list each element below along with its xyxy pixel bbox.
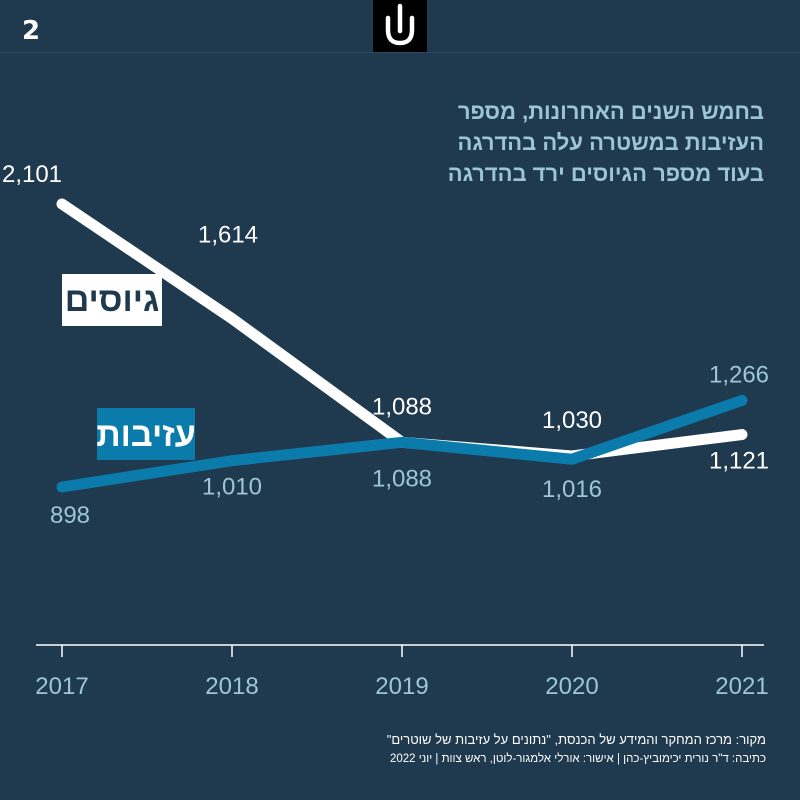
legend-departures: עזיבות bbox=[96, 408, 196, 460]
data-label-departures: 898 bbox=[50, 502, 90, 529]
x-tick-label: 2019 bbox=[375, 673, 428, 700]
data-label-recruits: 1,614 bbox=[198, 222, 258, 249]
data-label-recruits: 1,030 bbox=[542, 407, 602, 434]
data-label-recruits: 2,101 bbox=[2, 161, 62, 188]
chart-headline: בחמש השנים האחרונות, מספר העזיבות במשטרה… bbox=[344, 96, 764, 189]
credits-note: כתיבה: ד"ר נורית יכימוביץ-כהן | אישור: א… bbox=[389, 753, 766, 765]
page-number: 2 bbox=[22, 16, 41, 46]
data-label-departures: 1,088 bbox=[372, 465, 432, 492]
legend-departures-label: עזיבות bbox=[96, 416, 195, 454]
data-label-departures: 1,016 bbox=[542, 476, 602, 503]
data-label-recruits: 1,088 bbox=[372, 393, 432, 420]
headline-line-2: העזיבות במשטרה עלה בהדרגה bbox=[457, 130, 764, 155]
x-tick-label: 2017 bbox=[35, 673, 88, 700]
data-label-departures: 1,266 bbox=[709, 361, 769, 388]
x-tick-label: 2021 bbox=[715, 673, 768, 700]
data-label-departures: 1,010 bbox=[202, 474, 262, 501]
top-divider bbox=[0, 52, 800, 53]
x-tick-label: 2020 bbox=[545, 673, 598, 700]
legend-recruits-label: גיוסים bbox=[65, 281, 160, 319]
logo-icon bbox=[385, 3, 415, 46]
x-tick-label: 2018 bbox=[205, 673, 258, 700]
source-note: מקור: מרכז המחקר והמידע של הכנסת, "נתוני… bbox=[386, 732, 766, 747]
legend-recruits: גיוסים bbox=[62, 274, 162, 326]
data-label-recruits: 1,121 bbox=[709, 448, 769, 475]
headline-line-3: בעוד מספר הגיוסים ירד בהדרגה bbox=[447, 161, 764, 186]
logo bbox=[373, 0, 427, 52]
headline-line-1: בחמש השנים האחרונות, מספר bbox=[457, 99, 764, 124]
footer: מקור: מרכז המחקר והמידע של הכנסת, "נתוני… bbox=[166, 730, 766, 768]
series-line-departures bbox=[56, 394, 748, 493]
